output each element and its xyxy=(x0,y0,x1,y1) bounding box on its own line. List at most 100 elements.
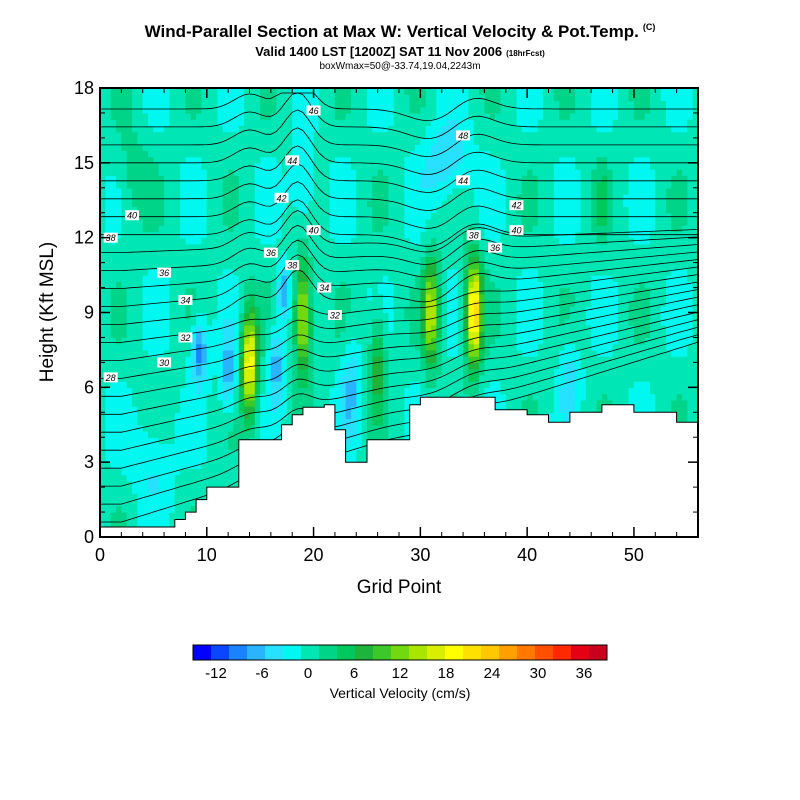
velocity-cell xyxy=(286,162,293,170)
velocity-cell xyxy=(185,287,192,295)
velocity-cell xyxy=(249,312,256,320)
velocity-cell xyxy=(292,225,299,233)
velocity-cell xyxy=(388,250,395,257)
velocity-cell xyxy=(233,312,240,320)
velocity-cell xyxy=(281,256,288,264)
velocity-cell xyxy=(121,287,128,295)
velocity-cell xyxy=(372,137,379,145)
velocity-cell xyxy=(286,381,293,388)
velocity-cell xyxy=(286,337,293,345)
velocity-cell xyxy=(180,131,187,139)
velocity-cell xyxy=(281,206,288,214)
velocity-cell xyxy=(132,287,138,295)
velocity-cell xyxy=(126,499,133,507)
velocity-cell xyxy=(142,455,149,463)
velocity-cell xyxy=(436,187,443,195)
velocity-cell xyxy=(431,356,437,363)
velocity-cell xyxy=(457,312,464,320)
velocity-cell xyxy=(420,175,427,183)
velocity-cell xyxy=(265,343,272,351)
velocity-cell xyxy=(393,218,400,226)
velocity-cell xyxy=(169,512,176,519)
velocity-cell xyxy=(206,356,213,363)
velocity-cell xyxy=(105,381,112,388)
velocity-cell xyxy=(318,324,325,332)
velocity-cell xyxy=(399,206,405,214)
velocity-cell xyxy=(334,318,341,326)
velocity-cell xyxy=(222,194,229,201)
velocity-cell xyxy=(169,187,176,195)
velocity-cell xyxy=(415,181,421,189)
velocity-cell xyxy=(292,200,299,208)
velocity-cell xyxy=(415,300,421,307)
velocity-cell xyxy=(105,94,112,102)
velocity-cell xyxy=(110,225,117,233)
velocity-cell xyxy=(447,156,453,164)
velocity-cell xyxy=(399,200,405,208)
velocity-cell xyxy=(393,424,400,432)
velocity-cell xyxy=(217,281,224,289)
velocity-cell xyxy=(393,200,400,208)
velocity-cell xyxy=(388,356,395,363)
velocity-cell xyxy=(228,418,235,426)
velocity-cell xyxy=(329,112,336,120)
velocity-cell xyxy=(132,331,138,339)
velocity-cell xyxy=(425,387,432,395)
velocity-cell xyxy=(196,156,203,164)
velocity-cell xyxy=(372,275,379,282)
velocity-cell xyxy=(276,88,283,95)
velocity-cell xyxy=(463,387,470,395)
velocity-cell xyxy=(142,443,149,451)
velocity-cell xyxy=(153,331,160,339)
velocity-cell xyxy=(286,206,293,214)
velocity-cell xyxy=(126,480,133,488)
velocity-cell xyxy=(350,324,357,332)
velocity-cell xyxy=(366,243,373,251)
velocity-cell xyxy=(265,424,272,432)
velocity-cell xyxy=(116,368,122,376)
velocity-cell xyxy=(142,468,149,476)
velocity-cell xyxy=(222,337,229,345)
velocity-cell xyxy=(297,150,304,158)
velocity-cell xyxy=(169,100,176,108)
velocity-cell xyxy=(222,449,229,457)
velocity-cell xyxy=(196,331,203,339)
velocity-cell xyxy=(249,343,256,351)
velocity-cell xyxy=(228,430,235,438)
velocity-cell xyxy=(377,237,384,245)
velocity-cell xyxy=(415,88,421,95)
velocity-cell xyxy=(350,287,357,295)
velocity-cell xyxy=(350,275,357,282)
velocity-cell xyxy=(361,237,368,245)
velocity-cell xyxy=(297,343,304,351)
velocity-cell xyxy=(463,137,470,145)
velocity-cell xyxy=(212,287,219,295)
velocity-cell xyxy=(212,337,219,345)
velocity-cell xyxy=(393,112,400,120)
velocity-cell xyxy=(110,194,117,201)
velocity-cell xyxy=(244,393,251,401)
velocity-cell xyxy=(366,237,373,245)
velocity-cell xyxy=(228,437,235,445)
velocity-cell xyxy=(206,256,213,264)
velocity-cell xyxy=(185,212,192,220)
velocity-cell xyxy=(270,306,277,314)
velocity-cell xyxy=(345,318,352,326)
velocity-cell xyxy=(244,331,251,339)
velocity-cell xyxy=(180,430,187,438)
velocity-cell xyxy=(148,175,154,183)
velocity-cell xyxy=(137,187,144,195)
velocity-cell xyxy=(174,418,181,426)
velocity-cell xyxy=(415,231,421,239)
velocity-cell xyxy=(361,449,368,457)
velocity-cell xyxy=(324,156,331,164)
velocity-cell xyxy=(233,443,240,451)
velocity-cell xyxy=(324,212,331,220)
velocity-cell xyxy=(382,324,389,332)
velocity-cell xyxy=(249,256,256,264)
velocity-cell xyxy=(345,412,352,420)
velocity-cell xyxy=(415,225,421,233)
velocity-cell xyxy=(185,387,192,395)
velocity-cell xyxy=(377,275,384,282)
velocity-cell xyxy=(318,268,325,276)
